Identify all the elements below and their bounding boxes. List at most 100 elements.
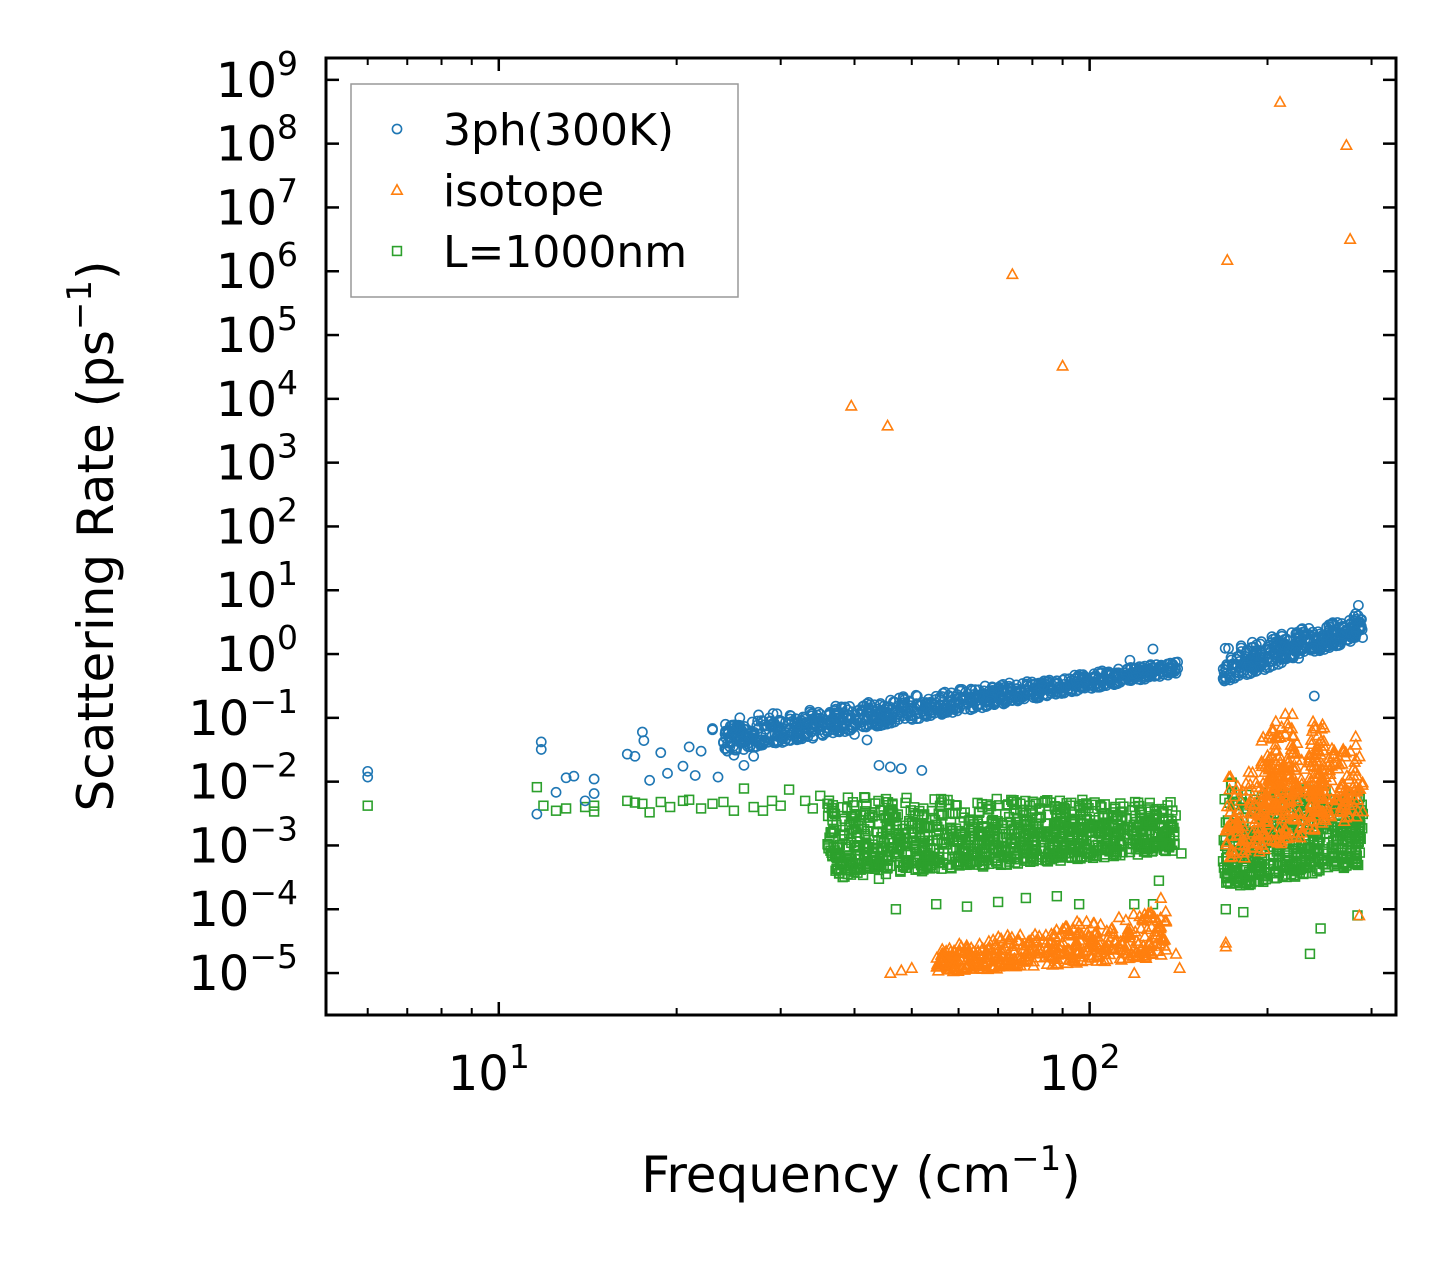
- square-point: [1109, 830, 1121, 841]
- square-point: [799, 795, 811, 807]
- triangle-point: [1226, 844, 1240, 856]
- circle-point: [757, 737, 769, 749]
- circle-point: [695, 745, 707, 757]
- circle-point: [1027, 679, 1039, 690]
- triangle-point: [1236, 845, 1251, 858]
- circle-point: [1308, 690, 1320, 702]
- triangle-point: [1056, 945, 1071, 958]
- square-point: [1152, 827, 1164, 838]
- square-point: [890, 904, 902, 915]
- circle-point: [1172, 663, 1184, 674]
- triangle-point: [1285, 778, 1299, 791]
- triangle-point: [1273, 95, 1287, 107]
- circle-point: [974, 692, 986, 703]
- square-point: [1085, 849, 1096, 860]
- triangle-point: [1093, 937, 1107, 950]
- square-point: [637, 798, 648, 809]
- triangle-point: [1342, 772, 1356, 785]
- triangle-point: [1338, 794, 1352, 807]
- triangle-point: [1005, 267, 1019, 280]
- triangle-point: [966, 959, 980, 972]
- circle-point: [1072, 670, 1084, 682]
- triangle-point: [1306, 753, 1320, 766]
- triangle-point: [982, 950, 996, 962]
- square-point: [1344, 848, 1355, 859]
- triangle-point: [1290, 785, 1304, 798]
- triangle-point: [1322, 751, 1336, 764]
- square-point: [1338, 862, 1350, 874]
- square-point: [907, 820, 918, 831]
- triangle-point: [1030, 950, 1044, 963]
- triangle-point: [1158, 914, 1172, 927]
- triangle-point: [1169, 946, 1183, 959]
- triangle-point: [1324, 758, 1339, 771]
- square-point: [914, 805, 925, 817]
- square-point: [872, 819, 884, 830]
- circle-point: [879, 703, 891, 715]
- triangle-point: [1230, 828, 1244, 840]
- circle-point: [689, 770, 701, 781]
- circle-point: [1332, 639, 1343, 651]
- circle-point: [999, 696, 1011, 708]
- square-point: [842, 792, 854, 803]
- triangle-point: [1224, 799, 1238, 812]
- circle-point: [1270, 646, 1282, 658]
- triangle-point: [1126, 949, 1140, 961]
- square-point: [1350, 836, 1361, 848]
- circle-point: [734, 735, 746, 747]
- triangle-point: [1084, 931, 1098, 944]
- circle-point: [1307, 642, 1319, 654]
- triangle-point: [1228, 789, 1242, 802]
- triangle-point: [1327, 743, 1341, 756]
- triangle-point: [1285, 707, 1299, 720]
- triangle-point: [936, 954, 950, 967]
- square-point: [1055, 855, 1066, 866]
- circle-point: [638, 735, 650, 746]
- triangle-point: [1129, 950, 1143, 963]
- circle-point: [1127, 668, 1139, 680]
- circle-point: [1101, 674, 1113, 686]
- circle-point: [752, 723, 764, 734]
- triangle-point: [1127, 966, 1141, 979]
- triangle-point: [1266, 781, 1281, 794]
- square-point: [1085, 821, 1096, 833]
- square-point: [1244, 877, 1256, 888]
- circle-point: [1323, 621, 1335, 632]
- circle-point: [921, 697, 932, 708]
- triangle-point: [957, 962, 971, 975]
- triangle-point: [1281, 808, 1295, 821]
- square-point: [1157, 805, 1168, 817]
- triangle-point: [1009, 959, 1023, 972]
- square-point: [862, 825, 873, 837]
- circle-point: [1147, 643, 1159, 655]
- square-point: [1176, 848, 1187, 859]
- square-point: [783, 784, 795, 795]
- square-point: [1222, 870, 1234, 882]
- circle-point: [535, 744, 547, 755]
- triangle-point: [1327, 747, 1341, 760]
- square-point: [835, 865, 847, 876]
- triangle-point: [1138, 929, 1152, 942]
- triangle-point: [1346, 761, 1360, 774]
- square-point: [1123, 825, 1134, 836]
- square-point: [908, 807, 919, 819]
- y-tick-label: 102: [216, 490, 298, 555]
- square-point: [1225, 878, 1236, 889]
- square-point: [991, 793, 1002, 805]
- circle-point: [677, 760, 689, 772]
- triangle-point: [1329, 797, 1343, 810]
- square-point: [707, 798, 718, 809]
- triangle-point: [1304, 796, 1318, 809]
- square-point: [860, 809, 872, 820]
- circle-point: [1005, 686, 1017, 698]
- square-point: [1087, 852, 1099, 864]
- square-point: [1336, 822, 1347, 834]
- triangle-point: [1348, 755, 1362, 767]
- triangle-point: [995, 949, 1009, 962]
- triangle-point: [1260, 748, 1275, 761]
- circle-point: [775, 726, 787, 738]
- square-point: [921, 850, 933, 862]
- circle-point: [629, 750, 641, 762]
- square-point: [1073, 898, 1085, 910]
- triangle-point: [1061, 942, 1075, 955]
